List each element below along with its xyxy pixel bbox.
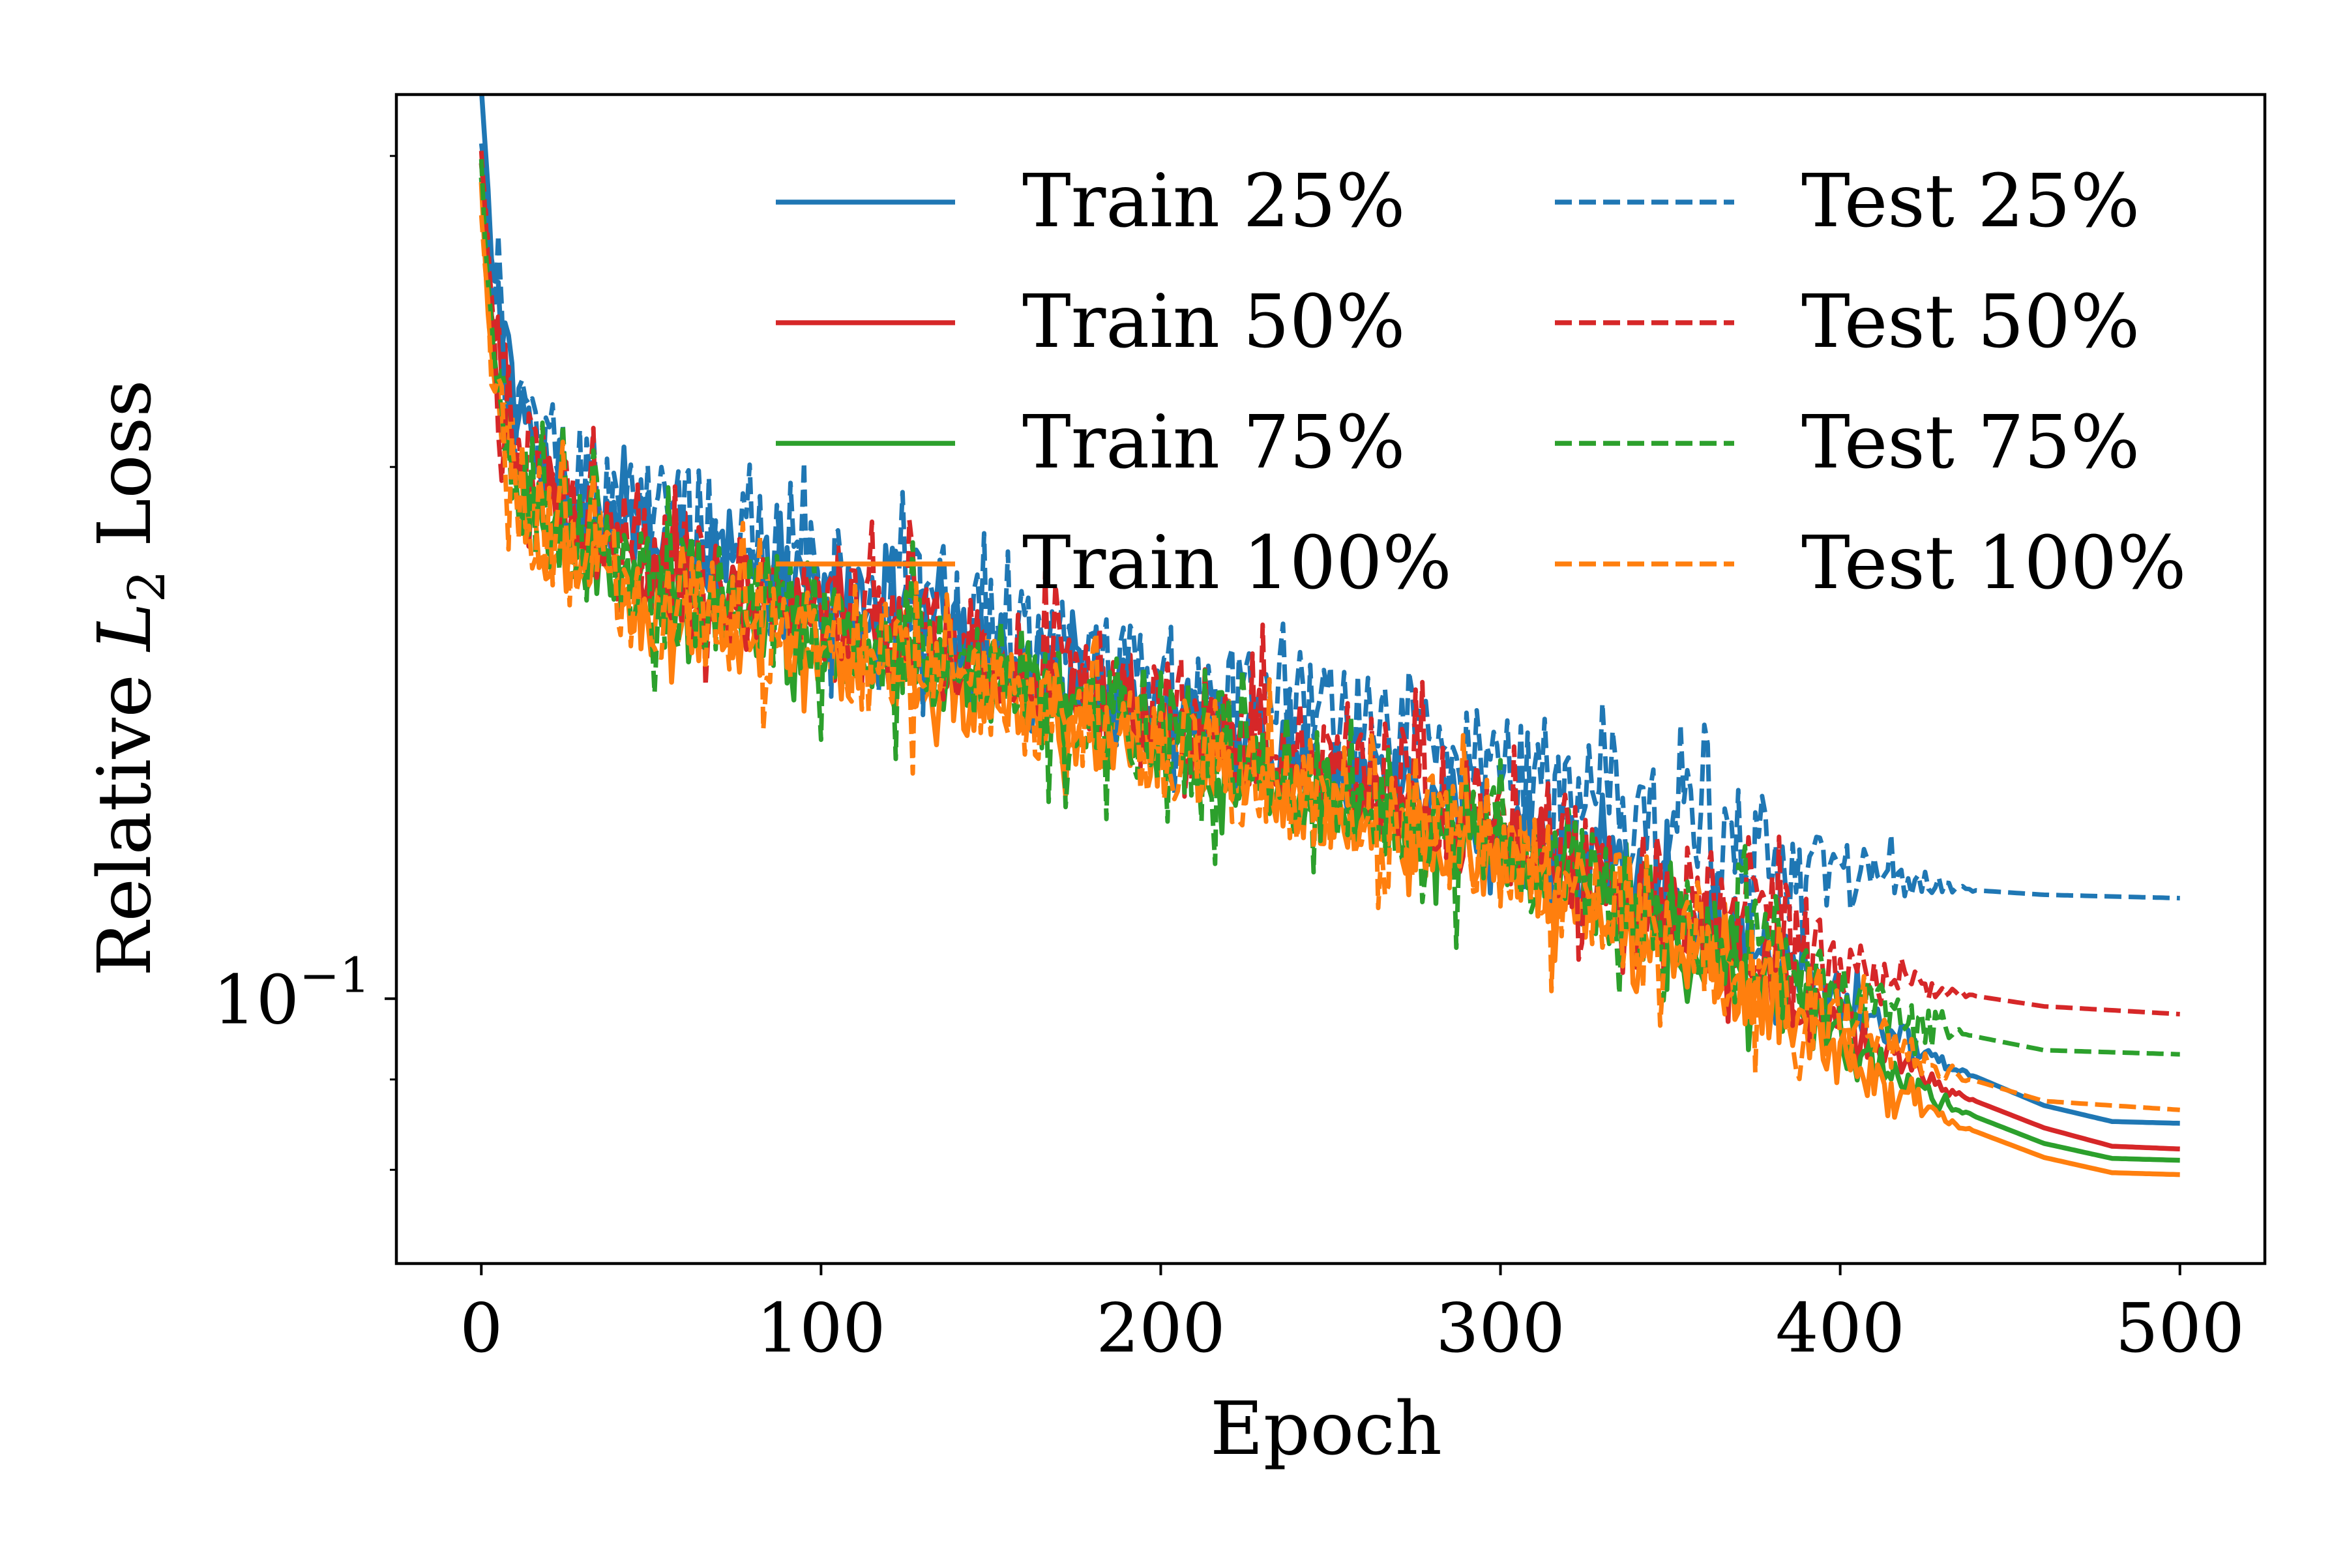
x-tick-label: 300 (1436, 1288, 1565, 1368)
legend: Train 25% Train 50% Train 75% Train 100% Tes… (776, 159, 2187, 606)
series-layer (479, 95, 2180, 1177)
legend-label: Train 100% (1022, 521, 1452, 606)
legend-label: Train 75% (1022, 400, 1406, 485)
legend-label: Train 50% (1022, 280, 1406, 364)
legend-label: Train 25% (1022, 159, 1406, 244)
series-line-test-75 (479, 158, 2180, 1057)
y-tick-label: 10−1 (213, 948, 370, 1040)
x-tick-label: 500 (2115, 1288, 2245, 1368)
y-axis-label-text: Relative (83, 651, 168, 977)
x-tick-label: 100 (756, 1288, 886, 1368)
legend-label: Test 100% (1801, 521, 2187, 606)
y-axis-label-symbol: L (83, 602, 168, 652)
series-line-test-100 (479, 214, 2180, 1112)
x-axis-label: Epoch (1210, 1387, 1442, 1472)
legend-label: Test 25% (1801, 159, 2140, 244)
x-tick-label: 200 (1096, 1288, 1226, 1368)
y-axis-label-subscript: 2 (118, 570, 177, 603)
legend-label: Test 50% (1801, 280, 2140, 364)
y-axis-label: Relative L2 Loss (83, 379, 177, 977)
y-axis-label-tail: Loss (83, 379, 168, 570)
x-tick-label: 0 (460, 1288, 503, 1368)
x-tick-label: 400 (1775, 1288, 1905, 1368)
y-axis: 10−1 (213, 155, 396, 1171)
plot-frame (394, 93, 2267, 1265)
x-axis: 0 100 200 300 400 500 (460, 1264, 2245, 1368)
legend-label: Test 75% (1801, 400, 2140, 485)
